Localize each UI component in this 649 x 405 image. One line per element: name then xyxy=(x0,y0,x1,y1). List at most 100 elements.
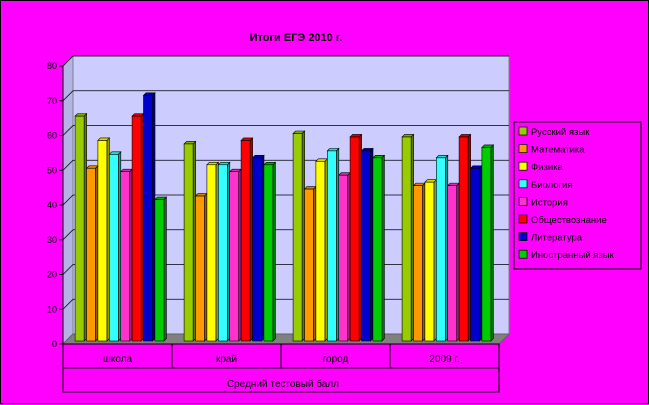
bar-top xyxy=(206,161,220,166)
bar xyxy=(86,167,96,342)
bar-top xyxy=(142,92,156,96)
legend-label: Русский язык xyxy=(531,127,590,138)
bar xyxy=(349,136,360,342)
bar-top xyxy=(292,130,306,134)
bar-top xyxy=(240,137,254,141)
bar-top xyxy=(183,141,197,145)
bar-top xyxy=(469,165,483,169)
bar-top xyxy=(194,193,208,197)
gridline-side xyxy=(62,159,74,171)
bar-top xyxy=(435,155,449,159)
gridline-side xyxy=(62,298,74,310)
gridline-side xyxy=(62,55,74,67)
bar xyxy=(481,147,492,342)
bar xyxy=(447,185,458,342)
gridline-side xyxy=(62,194,74,206)
bar-top xyxy=(263,161,277,166)
bar-top xyxy=(315,158,329,162)
bar xyxy=(131,115,142,342)
bar-top xyxy=(401,134,415,138)
bar-side xyxy=(381,154,385,342)
bar xyxy=(229,171,239,342)
bar xyxy=(154,199,165,342)
bar xyxy=(435,157,446,342)
bar-top xyxy=(97,137,111,141)
y-tick-label: 50 xyxy=(47,165,57,175)
legend-label: Литература xyxy=(531,233,583,244)
legend-swatch xyxy=(518,232,528,241)
bar xyxy=(326,150,337,342)
bar xyxy=(206,164,217,342)
legend-swatch xyxy=(518,197,528,206)
bar xyxy=(120,171,130,342)
bar xyxy=(240,140,251,342)
bar-top xyxy=(74,113,88,117)
category-label: край xyxy=(216,354,237,365)
legend-swatch xyxy=(518,214,528,224)
plot-area: 0 10 20 30 40 50 60 70 80 школа край город 2009 г. Ру… xyxy=(47,54,642,393)
bar-top xyxy=(458,134,472,138)
bar xyxy=(109,154,119,342)
bar xyxy=(424,181,435,342)
gridline-side xyxy=(62,264,74,275)
bar xyxy=(338,174,349,342)
bar-top xyxy=(108,151,122,155)
bar-top xyxy=(228,168,242,173)
legend-swatch xyxy=(518,126,528,136)
bar xyxy=(304,188,314,342)
legend-label: Биология xyxy=(531,180,572,191)
chart-title: Итоги ЕГЭ 2010 г. xyxy=(250,32,343,44)
y-tick-label: 70 xyxy=(47,96,57,106)
bar-top xyxy=(217,161,231,166)
bar xyxy=(263,164,274,342)
y-tick-label: 40 xyxy=(47,200,57,210)
bar xyxy=(458,136,469,342)
bar-top xyxy=(446,182,460,186)
bar xyxy=(97,140,108,342)
bar-side xyxy=(490,144,494,342)
bar-top xyxy=(131,113,145,117)
legend-box xyxy=(513,121,642,270)
bar-side xyxy=(272,161,276,342)
bar-top xyxy=(360,148,374,152)
bar-top xyxy=(412,182,426,186)
bar-top xyxy=(481,144,495,148)
legend: Русский язык Математика Физика Биология Исто… xyxy=(513,121,642,270)
bar xyxy=(315,161,326,342)
y-tick-label: 20 xyxy=(47,270,57,280)
category-label: город xyxy=(323,354,349,365)
bar xyxy=(195,195,205,342)
y-tick-label: 60 xyxy=(47,131,57,141)
legend-label: Обществознание xyxy=(531,215,607,226)
bar xyxy=(143,94,153,342)
legend-label: Иностранный язык xyxy=(531,250,615,261)
bar-top xyxy=(85,165,99,169)
bar xyxy=(361,150,371,342)
bar xyxy=(292,133,303,342)
bar xyxy=(470,167,480,342)
bar xyxy=(218,164,228,342)
legend-swatch xyxy=(518,161,528,171)
bar xyxy=(401,136,412,342)
y-tick-label: 30 xyxy=(47,235,57,245)
gridline-side xyxy=(62,90,74,102)
bar xyxy=(183,143,194,342)
category-label: школа xyxy=(103,354,133,365)
bar-top xyxy=(154,196,168,200)
bar xyxy=(413,185,423,342)
legend-label: Математика xyxy=(531,145,585,156)
y-tick-label: 80 xyxy=(47,61,57,71)
legend-label: Физика xyxy=(531,162,564,173)
bar-top xyxy=(424,179,438,183)
legend-label: История xyxy=(531,197,568,208)
y-tick-label: 0 xyxy=(52,339,57,349)
bar xyxy=(74,115,85,342)
gridline-side xyxy=(62,229,74,241)
y-tick-label: 10 xyxy=(47,304,57,314)
category-label: 2009 г. xyxy=(429,354,459,365)
bar-top xyxy=(349,134,363,138)
bar xyxy=(252,157,262,342)
legend-swatch xyxy=(518,144,528,153)
